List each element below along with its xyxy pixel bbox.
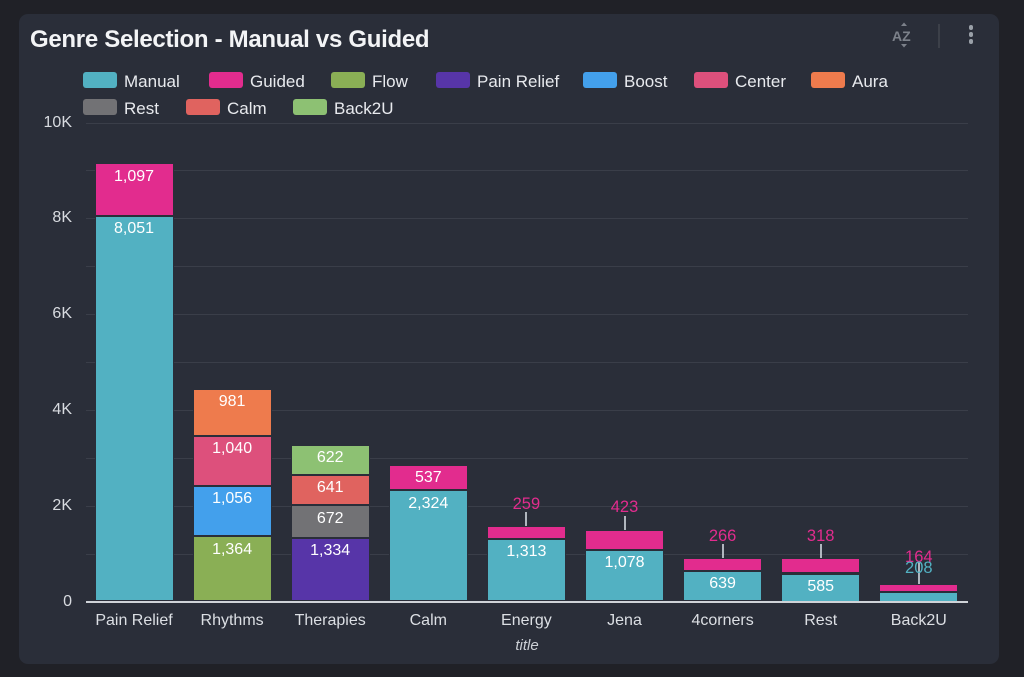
svg-text:AZ: AZ xyxy=(892,28,911,44)
